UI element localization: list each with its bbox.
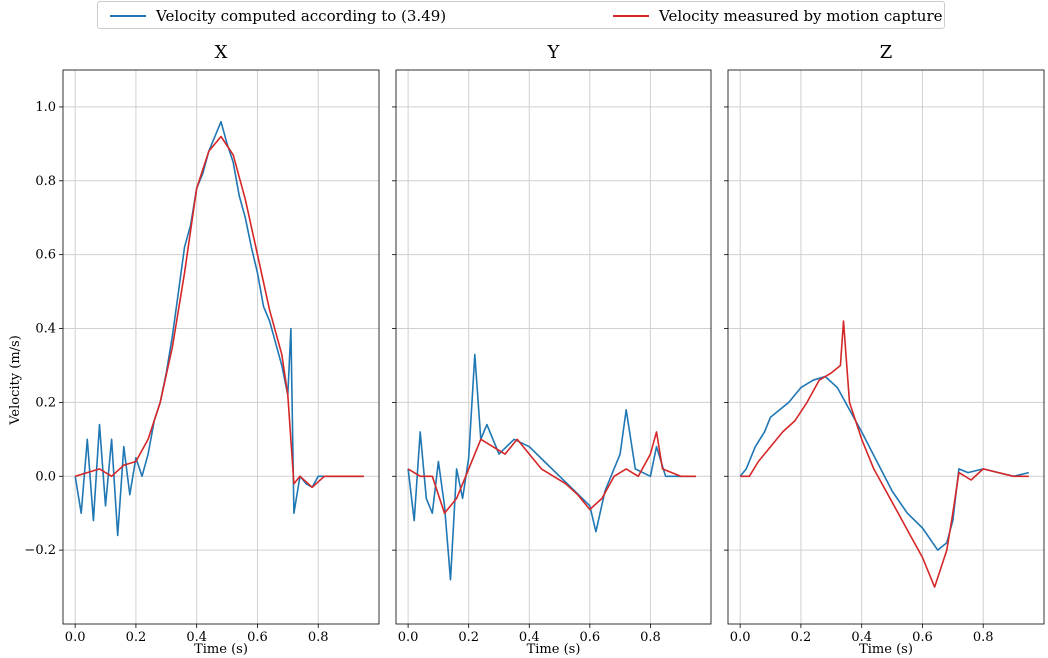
- series-line-measured-z: [740, 320, 1029, 588]
- y-tick-label: 0.8: [35, 174, 56, 189]
- x-tick-label: 0.6: [247, 630, 268, 645]
- axes-frame-z: [727, 69, 1045, 625]
- legend: Velocity computed according to (3.49) Ve…: [97, 1, 945, 29]
- x-tick-label: 0.8: [640, 630, 661, 645]
- x-tick-label: 0.0: [65, 630, 86, 645]
- legend-item-computed: Velocity computed according to (3.49): [110, 6, 446, 26]
- panel-z: 0.0 0.2 0.4 0.6 0.8 Z Time (s): [724, 42, 1045, 657]
- x-tick-label: 0.2: [791, 630, 812, 645]
- panel-title-z: Z: [880, 42, 893, 63]
- axes-frame-x: [62, 69, 380, 625]
- legend-label-measured: Velocity measured by motion capture: [659, 7, 943, 25]
- x-tick-label: 0.0: [398, 630, 419, 645]
- x-tick-label: 0.2: [458, 630, 479, 645]
- series-line-computed-y: [407, 353, 696, 581]
- panel-title-x: X: [215, 42, 228, 63]
- x-axis-label-y: Time (s): [527, 642, 581, 657]
- x-axis-label-x: Time (s): [194, 642, 248, 657]
- x-tick-label: 0.2: [126, 630, 147, 645]
- panel-title-y: Y: [547, 42, 561, 63]
- x-tick-label: 0.6: [912, 630, 933, 645]
- x-axis-label-z: Time (s): [859, 642, 913, 657]
- x-tick-label: 0.0: [730, 630, 751, 645]
- y-tick-label: 1.0: [35, 100, 56, 115]
- legend-swatch-measured: [613, 15, 649, 17]
- x-tick-label: 0.4: [519, 630, 540, 645]
- y-tick-label: 0.6: [35, 248, 56, 263]
- x-tick-label: 0.4: [851, 630, 872, 645]
- y-tick-label: 0.0: [35, 469, 56, 484]
- y-tick-label: 0.2: [35, 395, 56, 410]
- panel-y: 0.0 0.2 0.4 0.6 0.8 Y Time (s): [392, 42, 712, 657]
- axes-frame-y: [395, 69, 712, 625]
- legend-item-measured: Velocity measured by motion capture: [613, 6, 943, 26]
- y-tick-label: −0.2: [24, 543, 56, 558]
- x-tick-label: 0.8: [973, 630, 994, 645]
- series-line-measured-y: [407, 431, 696, 515]
- x-tick-label: 0.8: [308, 630, 329, 645]
- x-tick-label: 0.4: [186, 630, 207, 645]
- y-tick-label: 0.4: [35, 322, 56, 337]
- y-axis-label: Velocity (m/s): [8, 335, 23, 426]
- legend-label-computed: Velocity computed according to (3.49): [156, 7, 447, 25]
- x-tick-label: 0.6: [580, 630, 601, 645]
- panel-x: 0.0 0.2 0.4 0.6 0.8 −0.2 0.0 0.2 0.4 0.6 0.8 1.0 X Ti…: [24, 42, 380, 657]
- series-line-measured-x: [74, 135, 364, 489]
- series-line-computed-z: [739, 375, 1029, 551]
- legend-swatch-computed: [110, 15, 146, 17]
